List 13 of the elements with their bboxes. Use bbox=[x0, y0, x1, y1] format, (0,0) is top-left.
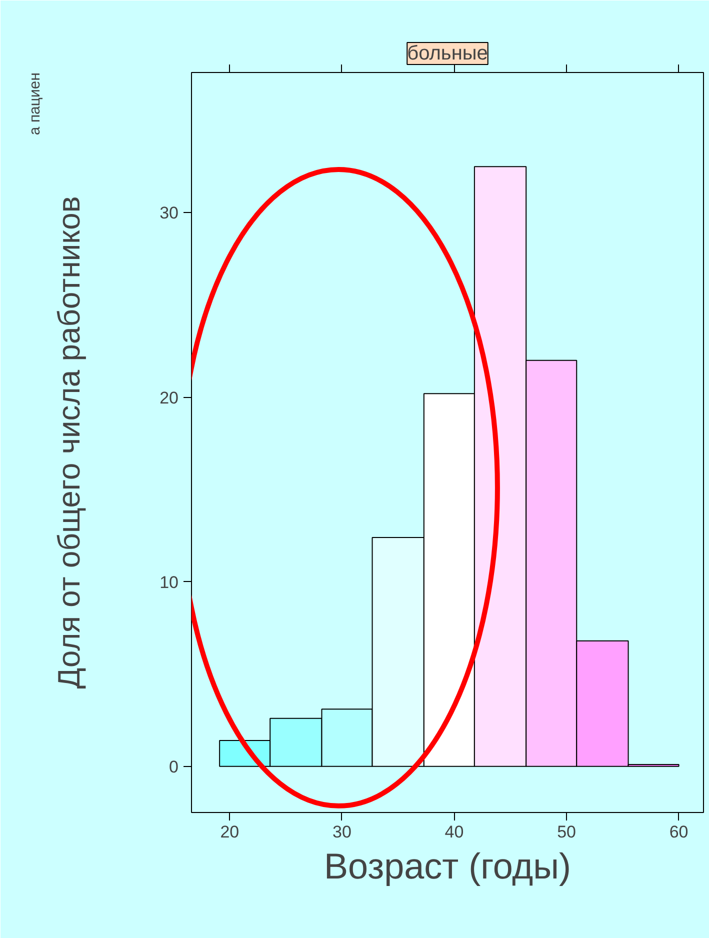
y-tick-label: 30 bbox=[160, 204, 179, 223]
x-tick-label: 60 bbox=[669, 822, 688, 842]
x-tick-label: 40 bbox=[444, 822, 464, 842]
x-axis-title: Возраст (годы) bbox=[324, 846, 572, 886]
y-tick-label: 0 bbox=[169, 757, 179, 776]
y-tick-label: 10 bbox=[160, 572, 179, 592]
x-tick-label: 30 bbox=[332, 822, 352, 842]
text: а пациен bbox=[26, 72, 44, 136]
x-tick-label: 20 bbox=[220, 822, 240, 842]
y-tick-label: 20 bbox=[160, 388, 179, 408]
x-tick-label: 50 bbox=[557, 822, 576, 842]
y-axis-title: Доля от общего числа работников bbox=[52, 196, 87, 689]
chart-title: больные bbox=[407, 42, 488, 64]
